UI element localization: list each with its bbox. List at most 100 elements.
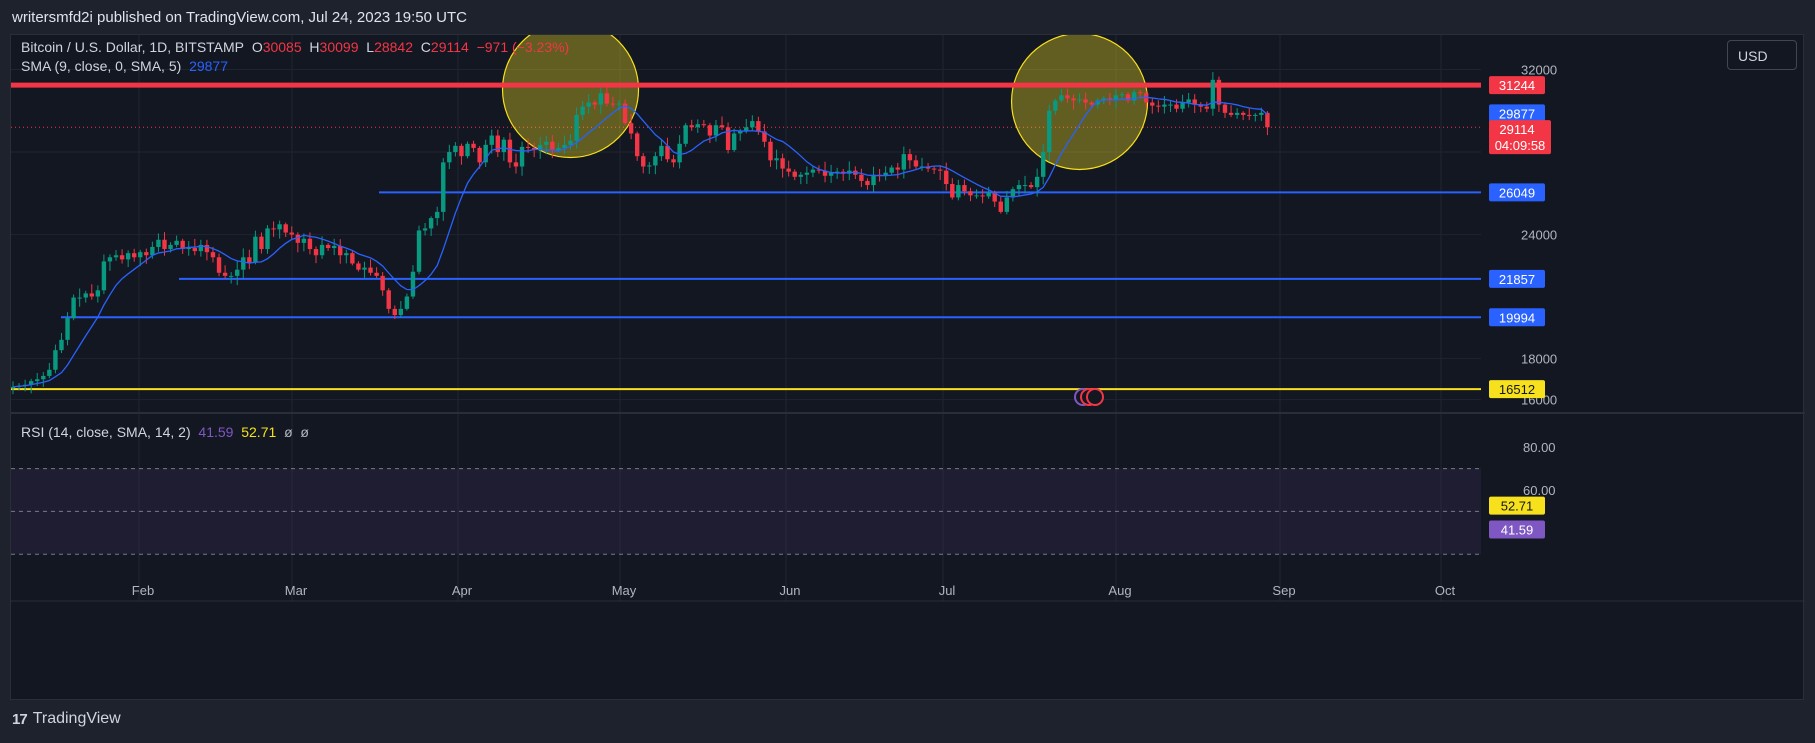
change-value: −971 (−3.23%)	[476, 39, 570, 55]
candle-body	[186, 248, 191, 250]
candle-body	[162, 239, 167, 250]
candle-body	[1047, 110, 1052, 153]
price-chart[interactable]: Feb Mar Apr May Jun Jul Aug Sep Oct 32000 24000 180…	[11, 35, 1805, 701]
x-tick-label: Feb	[132, 583, 154, 598]
x-tick-label: Aug	[1108, 583, 1131, 598]
candle-body	[895, 167, 900, 170]
candle-body	[1168, 104, 1173, 106]
candle-body	[65, 318, 70, 340]
candle-body	[1034, 176, 1040, 188]
candle-body	[174, 240, 179, 245]
candle-body	[1192, 99, 1197, 105]
candle-body	[1004, 197, 1010, 212]
close-value: 29114	[430, 39, 469, 55]
candle-body	[913, 160, 919, 167]
level-tag: 26049	[1499, 185, 1535, 200]
open-label: O	[251, 39, 263, 55]
level-tag-bg	[1489, 76, 1545, 95]
last-price-tag: 29114	[1499, 122, 1534, 137]
candle-body	[665, 145, 670, 160]
candle-body	[810, 169, 816, 173]
rsi-ma-tag-bg	[1489, 496, 1545, 515]
candle-body	[1174, 104, 1179, 109]
sma-line	[12, 96, 1268, 388]
candle-body	[228, 275, 234, 277]
rsi-label[interactable]: RSI (14, close, SMA, 14, 2)	[21, 424, 191, 440]
tradingview-logo-icon: 17	[12, 710, 28, 728]
sma-price-tag: 29877	[1499, 106, 1535, 121]
close-label: C	[420, 39, 431, 55]
candle-body	[1162, 104, 1167, 107]
rsi-ma-value: 52.71	[241, 424, 277, 440]
low-value: 28842	[374, 39, 413, 55]
candle-body	[477, 147, 482, 163]
symbol-label[interactable]: Bitcoin / U.S. Dollar, 1D, BITSTAMP	[21, 39, 245, 55]
sma-value: 29877	[189, 58, 228, 74]
candle-body	[1010, 189, 1016, 198]
candle-body	[362, 267, 367, 270]
candle-body	[125, 253, 131, 260]
candle-body	[368, 267, 373, 273]
currency-button[interactable]: USD	[1727, 40, 1797, 70]
candle-body	[356, 263, 361, 270]
candle-body	[792, 171, 797, 177]
candle-body	[859, 174, 864, 181]
candle-body	[883, 172, 888, 176]
candle-body	[1071, 98, 1076, 101]
candle-body	[241, 257, 246, 270]
candle-body	[1240, 112, 1246, 115]
x-tick-label: May	[612, 583, 637, 598]
candle-body	[628, 123, 634, 134]
candle-body	[1065, 95, 1070, 99]
candle-body	[1028, 185, 1034, 188]
candle-body	[762, 131, 767, 142]
candle-body	[1234, 112, 1240, 115]
candle-body	[834, 171, 840, 173]
candle-body	[998, 201, 1003, 212]
candle-body	[937, 169, 943, 171]
candle-body	[519, 146, 525, 167]
candle-body	[459, 145, 464, 157]
candle-body	[1150, 102, 1155, 106]
chart-frame[interactable]: Feb Mar Apr May Jun Jul Aug Sep Oct 32000 24000 180…	[10, 34, 1805, 701]
candle-body	[610, 103, 616, 105]
candle-body	[198, 244, 204, 252]
candle-body	[1041, 152, 1046, 177]
candle-body	[707, 125, 713, 136]
candle-body	[774, 158, 779, 161]
candle-body	[1107, 98, 1113, 100]
candle-body	[41, 375, 46, 380]
candle-body	[119, 255, 125, 260]
rsi-ma-tag: 52.71	[1501, 499, 1534, 514]
price-tick-label: 24000	[1521, 228, 1557, 243]
candle-body	[701, 124, 707, 126]
candle-body	[713, 125, 719, 136]
candle-body	[289, 232, 294, 235]
candle-body	[538, 144, 543, 150]
candle-body	[277, 224, 282, 230]
rsi-legend: RSI (14, close, SMA, 14, 2) 41.59 52.71 …	[21, 424, 309, 440]
candle-body	[235, 269, 240, 276]
candle-body	[404, 296, 410, 309]
candle-body	[435, 211, 440, 219]
candle-body	[513, 162, 519, 167]
candle-body	[1016, 185, 1022, 190]
candle-body	[495, 135, 500, 153]
brand-name[interactable]: TradingView	[32, 710, 121, 727]
candle-body	[1198, 104, 1203, 107]
candle-body	[1113, 95, 1119, 100]
x-tick-label: Jun	[780, 583, 801, 598]
sma-label[interactable]: SMA (9, close, 0, SMA, 5)	[21, 58, 182, 74]
rsi-extra-2: ø	[300, 424, 309, 440]
candle-body	[416, 230, 422, 272]
ohlc-legend: Bitcoin / U.S. Dollar, 1D, BITSTAMP O300…	[21, 39, 569, 55]
candle-body	[331, 245, 337, 249]
candle-body	[501, 139, 507, 153]
candle-body	[671, 159, 676, 163]
candle-body	[768, 141, 773, 161]
candle-body	[744, 127, 749, 132]
candle-body	[422, 228, 428, 231]
rsi-extra-1: ø	[284, 424, 293, 440]
price-tick-label: 18000	[1521, 351, 1557, 366]
candle-body	[507, 139, 513, 163]
